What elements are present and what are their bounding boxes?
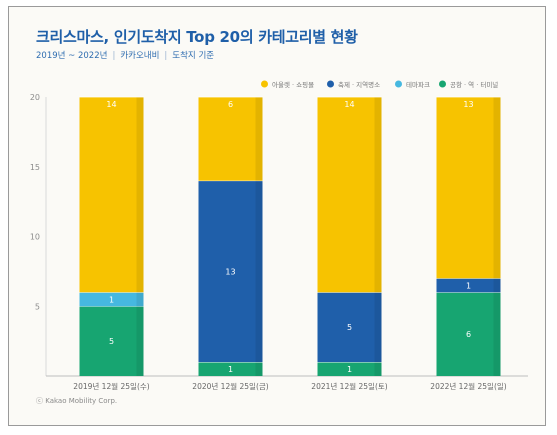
y-tick-label: 20 bbox=[30, 93, 40, 102]
y-tick-label: 15 bbox=[30, 163, 40, 172]
bar-segment-shade bbox=[374, 362, 382, 376]
x-tick-label: 2021년 12월 25일(토) bbox=[311, 381, 387, 391]
subtitle-source: 카카오내비 bbox=[120, 51, 160, 61]
bar-data-label: 14 bbox=[106, 100, 116, 109]
x-tick-label: 2022년 12월 25일(일) bbox=[430, 381, 506, 391]
bar-segment-shade bbox=[374, 97, 382, 293]
chart-legend: 아울렛 · 쇼핑몰 축제 · 지역명소 테마파크 공항 · 역 · 터미널 bbox=[261, 80, 498, 89]
bar-segment bbox=[79, 292, 144, 307]
subtitle-separator: | bbox=[164, 51, 168, 61]
bar-segment bbox=[436, 97, 501, 279]
bar-segment-shade bbox=[493, 97, 501, 279]
bar-segment bbox=[198, 362, 263, 376]
bar-segment-shade bbox=[136, 292, 144, 307]
legend-label: 공항 · 역 · 터미널 bbox=[450, 80, 498, 89]
bar-segment-shade bbox=[136, 97, 144, 293]
legend-label: 아울렛 · 쇼핑몰 bbox=[272, 80, 314, 89]
bar-data-label: 13 bbox=[463, 100, 473, 109]
bar-segment-shade bbox=[255, 180, 263, 363]
chart-subtitle: 2019년 ~ 2022년 | 카카오내비 | 도착지 기준 bbox=[36, 49, 214, 61]
x-tick-label: 2019년 12월 25일(수) bbox=[73, 381, 149, 391]
bar-segment bbox=[79, 306, 144, 376]
x-tick-label: 2020년 12월 25일(금) bbox=[192, 381, 268, 391]
bar-segment bbox=[436, 278, 501, 293]
legend-label: 축제 · 지역명소 bbox=[338, 80, 380, 89]
bar-data-label: 5 bbox=[109, 337, 114, 346]
bar-segment bbox=[317, 292, 382, 363]
bar-segment bbox=[198, 180, 263, 363]
bar-data-label: 6 bbox=[466, 330, 471, 339]
bar-segment bbox=[317, 97, 382, 293]
bar-segment-shade bbox=[374, 292, 382, 363]
bar-data-label: 14 bbox=[344, 100, 354, 109]
subtitle-years: 2019년 ~ 2022년 bbox=[36, 51, 108, 61]
legend-swatch bbox=[395, 80, 402, 88]
bar-segment bbox=[317, 362, 382, 376]
bar-data-label: 1 bbox=[347, 365, 352, 374]
bar-segment bbox=[79, 97, 144, 293]
y-tick-label: 5 bbox=[35, 302, 40, 311]
bar-segment-shade bbox=[493, 278, 501, 293]
bar-data-label: 13 bbox=[225, 267, 235, 276]
copyright-credit: ⓒ Kakao Mobility Corp. bbox=[36, 397, 118, 405]
bar-data-label: 5 bbox=[347, 323, 352, 332]
bar-segment-shade bbox=[136, 306, 144, 376]
subtitle-separator: | bbox=[112, 51, 116, 61]
bar-data-label: 1 bbox=[228, 365, 233, 374]
chart-title: 크리스마스, 인기도착지 Top 20의 카테고리별 현황 bbox=[36, 28, 358, 46]
bar-segment-shade bbox=[493, 292, 501, 376]
legend-swatch bbox=[327, 80, 334, 88]
bar-segment-shade bbox=[255, 362, 263, 376]
bar-data-label: 6 bbox=[228, 100, 233, 109]
legend-swatch bbox=[261, 80, 268, 88]
x-axis: 2019년 12월 25일(수) 2020년 12월 25일(금) 2021년 12… bbox=[73, 381, 506, 391]
bar-data-label: 1 bbox=[109, 295, 114, 304]
subtitle-basis: 도착지 기준 bbox=[172, 51, 215, 61]
bar-series: 5 1 14 1 13 6 1 5 14 6 1 13 bbox=[79, 96, 501, 376]
bar-segment bbox=[198, 97, 263, 181]
legend-swatch bbox=[439, 80, 446, 88]
legend-label: 테마파크 bbox=[406, 80, 430, 89]
y-tick-label: 10 bbox=[30, 233, 40, 242]
bar-segment-shade bbox=[255, 97, 263, 181]
bar-data-label: 1 bbox=[466, 281, 471, 290]
bar-segment bbox=[436, 292, 501, 376]
